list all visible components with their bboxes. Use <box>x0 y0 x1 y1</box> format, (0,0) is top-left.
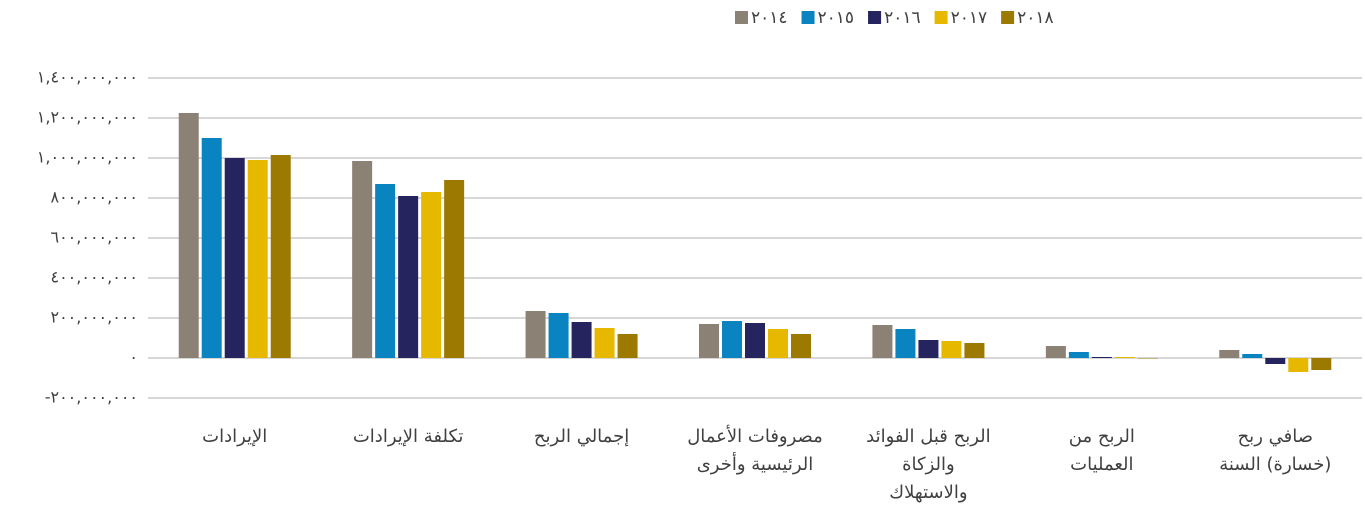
bar <box>247 160 268 358</box>
x-tick-label: الربح من <box>1069 426 1135 447</box>
bar <box>375 184 396 358</box>
legend-label: ٢٠١٤ <box>751 8 788 28</box>
bar <box>791 334 811 358</box>
bar <box>398 196 419 358</box>
x-tick-label: والاستهلاك <box>889 482 967 503</box>
y-tick-label: ٠ <box>129 348 138 367</box>
bar <box>1242 354 1263 358</box>
y-tick-label: ١,٢٠٠,٠٠٠,٠٠٠ <box>37 108 138 127</box>
bar <box>895 329 916 358</box>
x-tick-label: إجمالي الربح <box>534 426 629 447</box>
y-tick-label: -٢٠٠,٠٠٠,٠٠٠ <box>45 388 138 407</box>
bar <box>1137 358 1158 359</box>
bar <box>594 328 615 358</box>
x-tick-label: الربح قبل الفوائد <box>866 426 991 447</box>
bar <box>1288 358 1309 372</box>
legend-swatch <box>934 11 948 24</box>
x-tick-label: تكلفة الإيرادات <box>353 426 464 447</box>
bar <box>1219 350 1240 358</box>
x-tick-label: والزكاة <box>902 454 955 475</box>
bar <box>201 138 222 358</box>
legend-label: ٢٠١٧ <box>951 8 988 28</box>
y-tick-label: ٢٠٠,٠٠٠,٠٠٠ <box>50 308 138 327</box>
legend-label: ٢٠١٦ <box>884 8 921 28</box>
bar <box>571 322 592 358</box>
x-tick-label: مصروفات الأعمال <box>687 425 823 447</box>
bar <box>444 180 465 358</box>
legend-swatch <box>1001 11 1015 24</box>
y-tick-label: ٨٠٠,٠٠٠,٠٠٠ <box>50 188 138 207</box>
bar <box>722 321 742 358</box>
y-tick-label: ٤٠٠,٠٠٠,٠٠٠ <box>50 268 138 287</box>
bar <box>224 158 245 358</box>
x-tick-label: (خسارة) السنة <box>1219 454 1331 475</box>
bar <box>178 113 199 358</box>
y-tick-label: ٦٠٠,٠٠٠,٠٠٠ <box>50 228 138 247</box>
y-tick-label: ١,٠٠٠,٠٠٠,٠٠٠ <box>37 148 138 167</box>
x-tick-label: العمليات <box>1070 454 1133 475</box>
bar <box>1045 346 1066 358</box>
x-tick-label: الرئيسية وأخرى <box>697 452 814 475</box>
legend-swatch <box>801 11 815 24</box>
bar <box>872 325 893 358</box>
legend-swatch <box>868 11 882 24</box>
x-tick-label: الإيرادات <box>202 426 267 447</box>
bar <box>1091 357 1112 358</box>
bar <box>1114 357 1135 358</box>
bar <box>1311 358 1332 370</box>
bar <box>768 329 788 358</box>
bar <box>1265 358 1286 364</box>
bar <box>548 313 569 358</box>
x-tick-label: صافي ربح <box>1238 426 1313 447</box>
bar <box>918 340 939 358</box>
bar <box>941 341 962 358</box>
bar <box>352 161 373 358</box>
y-tick-label: ١,٤٠٠,٠٠٠,٠٠٠ <box>37 68 138 87</box>
bar <box>699 324 719 358</box>
bar <box>964 343 985 358</box>
bar <box>525 311 546 358</box>
bar <box>421 192 442 358</box>
legend-label: ٢٠١٨ <box>1017 8 1054 28</box>
bar <box>745 323 765 358</box>
bar <box>1068 352 1089 358</box>
legend-swatch <box>735 11 748 24</box>
bar <box>270 155 291 358</box>
legend-label: ٢٠١٥ <box>818 8 855 28</box>
bar <box>617 334 638 358</box>
